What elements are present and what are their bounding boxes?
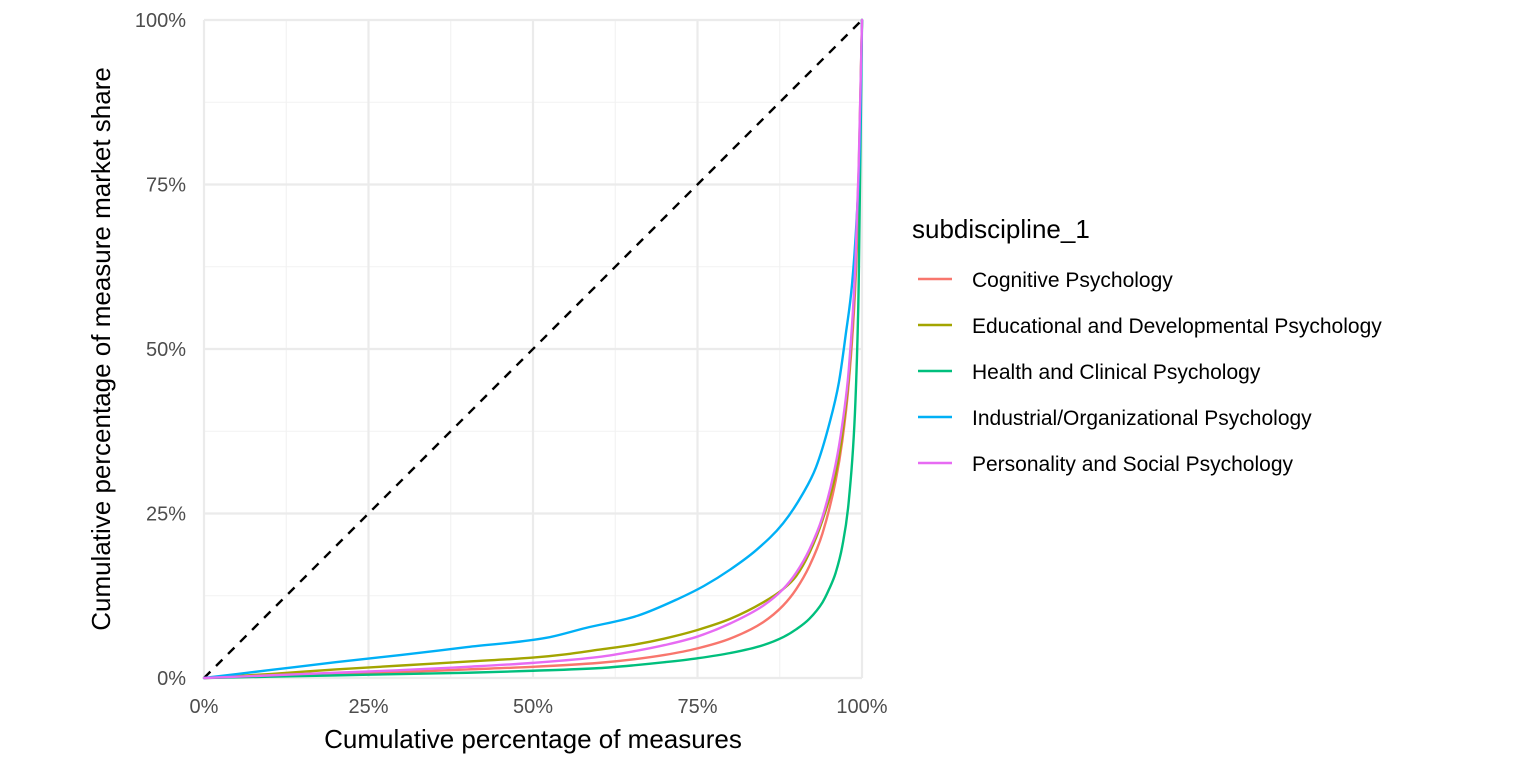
y-tick-label: 50% (146, 339, 186, 361)
series-lines (202, 18, 864, 680)
legend-label: Personality and Social Psychology (972, 453, 1294, 476)
y-tick-label: 75% (146, 175, 186, 197)
legend-label: Educational and Developmental Psychology (972, 315, 1382, 338)
legend-title: subdiscipline_1 (912, 214, 1090, 244)
x-tick-label: 100% (836, 696, 887, 718)
y-tick-label: 25% (146, 504, 186, 526)
legend-label: Health and Clinical Psychology (972, 361, 1261, 384)
x-axis-title: Cumulative percentage of measures (324, 724, 742, 754)
y-tick-label: 100% (135, 10, 186, 32)
x-tick-label: 25% (348, 696, 388, 718)
legend-items: Cognitive Psychology Educational and Deve… (918, 269, 1382, 476)
x-tick-label: 75% (677, 696, 717, 718)
x-tick-label: 50% (513, 696, 553, 718)
series-line-4 (202, 18, 864, 680)
y-axis-title: Cumulative percentage of measure market … (86, 67, 116, 631)
reference-diagonal-line (203, 19, 863, 679)
legend: subdiscipline_1 Cognitive Psychology Educ… (912, 214, 1382, 476)
series-line-5 (202, 18, 864, 680)
major-gridlines (202, 18, 864, 680)
legend-label: Cognitive Psychology (972, 269, 1173, 292)
series-line-3 (202, 18, 864, 680)
x-axis-ticks: 0% 25% 50% 75% 100% (190, 696, 888, 718)
y-axis-ticks: 0% 25% 50% 75% 100% (135, 10, 186, 690)
x-tick-label: 0% (190, 696, 219, 718)
y-tick-label: 0% (157, 668, 186, 690)
legend-label: Industrial/Organizational Psychology (972, 407, 1312, 430)
